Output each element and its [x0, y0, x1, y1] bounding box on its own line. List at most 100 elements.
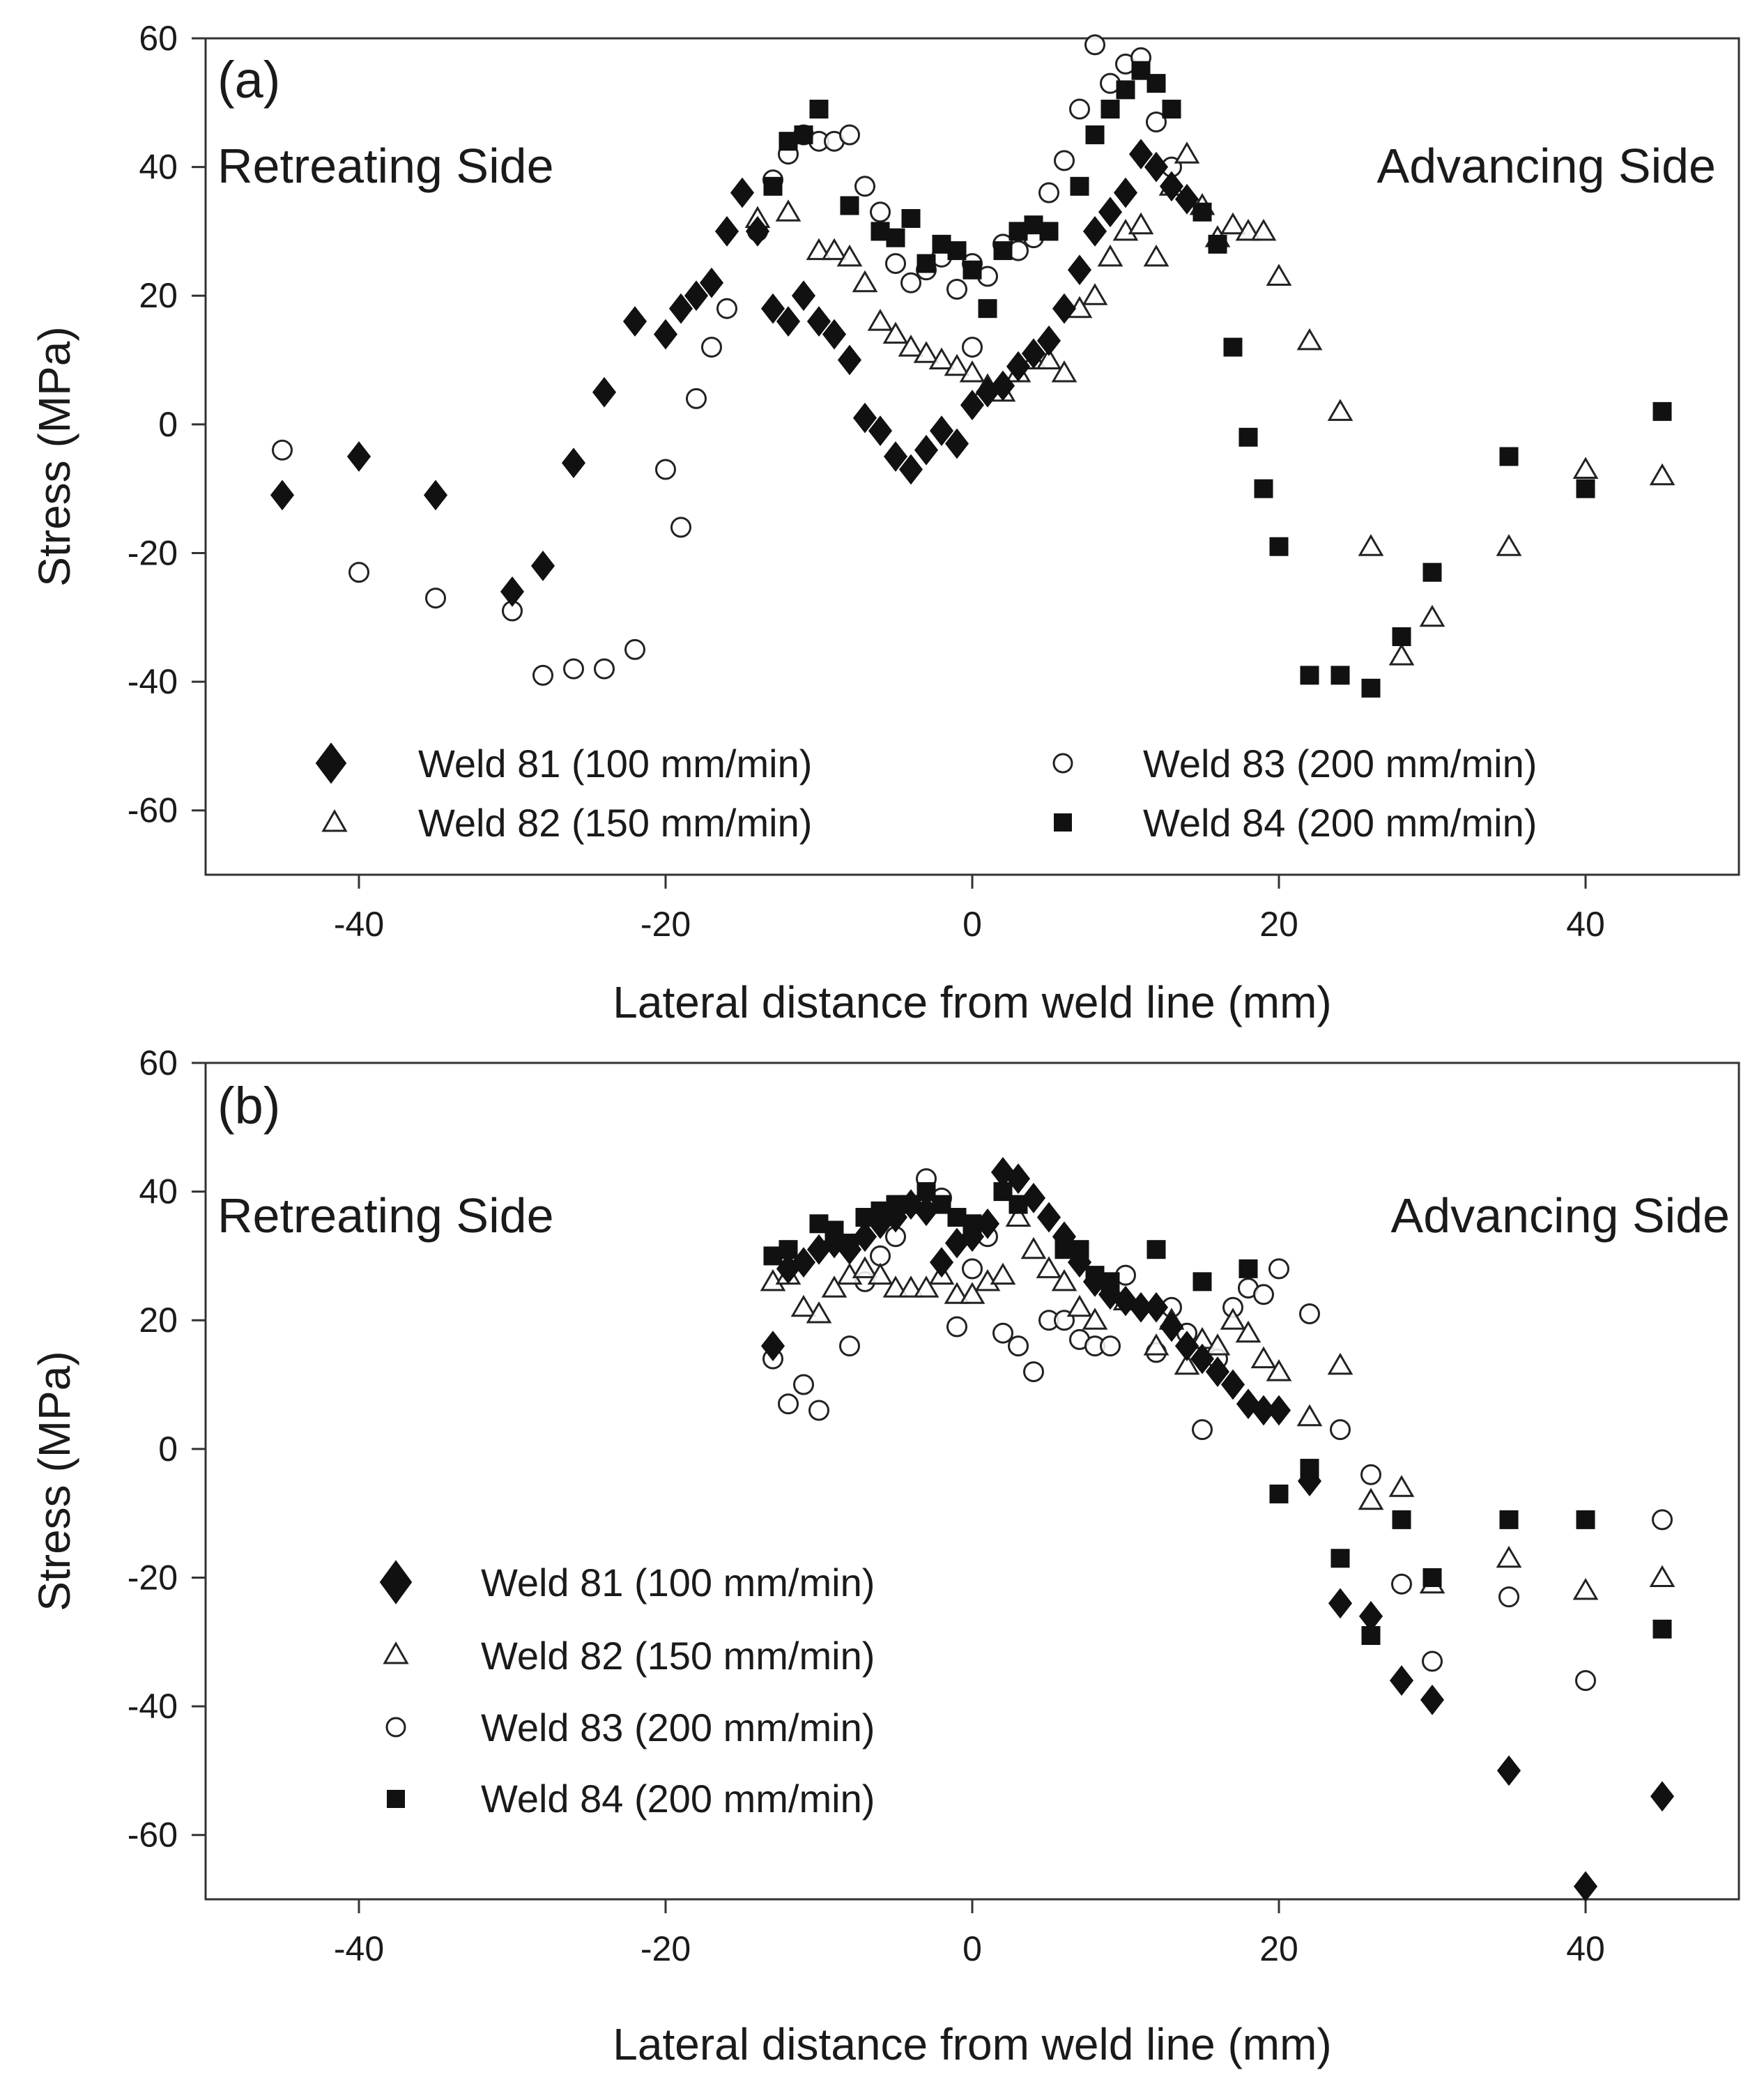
data-point — [1051, 1269, 1077, 1292]
series-group — [762, 1168, 1673, 1692]
data-point — [763, 176, 783, 196]
data-point — [1020, 1236, 1047, 1259]
data-point — [624, 638, 645, 660]
data-point — [1269, 537, 1289, 556]
data-point — [1113, 1285, 1138, 1317]
y-tick-label: 0 — [158, 405, 178, 444]
data-point — [272, 439, 293, 461]
data-point — [1144, 151, 1169, 183]
legend-item: Weld 81 (100 mm/min) — [379, 1560, 875, 1604]
data-point — [686, 388, 707, 409]
data-point — [1036, 347, 1062, 370]
data-point — [270, 480, 295, 511]
data-point — [822, 1227, 847, 1259]
data-point — [1208, 234, 1227, 254]
legend-marker — [315, 742, 347, 784]
data-point — [1006, 1163, 1031, 1195]
data-point — [1496, 1545, 1522, 1568]
data-point — [425, 588, 446, 609]
data-point — [1498, 1586, 1519, 1608]
data-point — [684, 280, 709, 312]
data-point — [1051, 360, 1077, 383]
legend-item: Weld 81 (100 mm/min) — [315, 742, 812, 786]
data-point — [561, 447, 586, 479]
data-point — [714, 216, 739, 247]
x-tick-label: -20 — [641, 905, 691, 944]
data-point — [1085, 125, 1105, 144]
data-point — [1174, 1352, 1200, 1375]
data-point — [882, 321, 909, 344]
data-point — [1082, 1308, 1108, 1330]
data-point — [1576, 1510, 1595, 1529]
data-point — [929, 1247, 954, 1278]
data-point — [1266, 1395, 1291, 1426]
data-point — [1006, 351, 1031, 382]
data-point — [993, 241, 1013, 261]
data-point — [944, 1282, 970, 1304]
data-point — [1650, 1781, 1675, 1812]
data-point — [992, 1322, 1013, 1344]
data-point — [975, 1208, 1000, 1239]
legend-marker — [1052, 753, 1073, 774]
data-point — [348, 562, 369, 583]
x-axis-title: Lateral distance from weld line (mm) — [613, 977, 1331, 1027]
data-point — [1146, 1240, 1166, 1259]
data-point — [1098, 197, 1123, 228]
data-point — [1299, 1303, 1320, 1324]
retreating-side-label: Retreating Side — [217, 139, 554, 193]
data-point — [821, 238, 848, 261]
data-point — [1039, 222, 1059, 241]
data-point — [1238, 1259, 1258, 1278]
y-tick-label: -20 — [128, 1558, 178, 1597]
data-point — [868, 415, 893, 446]
data-point — [1296, 1404, 1323, 1427]
data-point — [760, 293, 785, 324]
data-point — [760, 1331, 785, 1362]
data-point — [1159, 171, 1184, 202]
legend: Weld 81 (100 mm/min) Weld 82 (150 mm/min… — [379, 1560, 875, 1821]
data-point — [886, 228, 905, 247]
advancing-side-label: Advancing Side — [1391, 1188, 1730, 1243]
data-point — [806, 238, 832, 261]
data-point — [1021, 1182, 1046, 1213]
y-tick-label: -20 — [128, 533, 178, 572]
data-point — [898, 335, 924, 357]
data-point — [1296, 328, 1323, 351]
data-point — [962, 260, 982, 279]
data-point — [1236, 1388, 1261, 1420]
data-point — [978, 299, 997, 319]
data-point — [778, 1393, 799, 1415]
data-point — [775, 199, 802, 222]
data-point — [1269, 1484, 1289, 1503]
data-point — [914, 434, 939, 466]
data-point — [1098, 1279, 1123, 1310]
data-point — [960, 1221, 985, 1252]
data-point — [901, 208, 921, 228]
data-point — [1392, 1510, 1411, 1529]
data-point — [808, 1400, 829, 1421]
data-point — [701, 337, 722, 358]
x-tick-label: -40 — [334, 1929, 384, 1968]
data-point — [839, 124, 860, 146]
data-point — [793, 1374, 814, 1395]
data-point — [1388, 1475, 1415, 1497]
legend-label: Weld 84 (200 mm/min) — [481, 1777, 875, 1821]
data-point — [840, 196, 859, 215]
data-point — [1143, 244, 1169, 267]
data-point — [990, 370, 1015, 401]
data-point — [1572, 1577, 1599, 1600]
data-point — [1067, 1247, 1092, 1278]
data-point — [854, 176, 875, 197]
data-point — [653, 319, 678, 350]
data-point — [1036, 325, 1061, 356]
data-point — [914, 1195, 939, 1227]
data-point — [962, 337, 983, 358]
data-point — [1005, 1204, 1031, 1227]
data-point — [1250, 1346, 1277, 1369]
data-point — [928, 347, 955, 370]
series-group — [270, 139, 1199, 607]
data-point — [809, 100, 829, 119]
data-point — [592, 376, 617, 408]
x-tick-label: 20 — [1259, 905, 1298, 944]
data-points — [760, 1157, 1675, 1902]
